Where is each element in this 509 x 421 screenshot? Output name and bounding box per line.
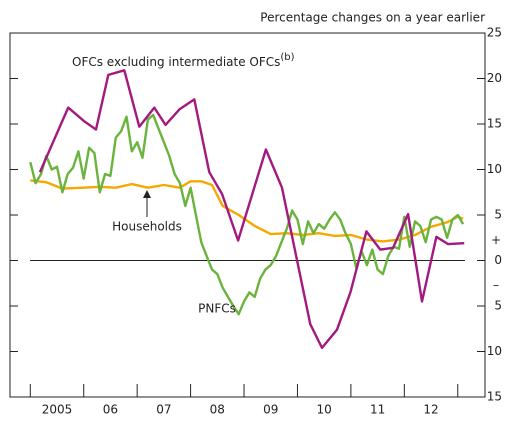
y-tick-label: 5 — [494, 208, 502, 222]
series-label: OFCs excluding intermediate OFCs(b) — [72, 52, 295, 69]
x-tick-label: 07 — [156, 403, 171, 417]
y-tick-label: 25 — [487, 26, 502, 40]
x-tick-label: 11 — [370, 403, 385, 417]
subtitle: Percentage changes on a year earlier — [260, 11, 485, 25]
y-tick-label: 5 — [494, 299, 502, 313]
y-tick-label: 15 — [487, 117, 502, 131]
series-line — [29, 113, 465, 316]
y-tick-label: 10 — [487, 344, 502, 358]
positive-sign: + — [491, 233, 501, 247]
x-tick-label: 12 — [423, 403, 438, 417]
x-tick-label: 06 — [103, 403, 118, 417]
negative-sign: – — [493, 278, 499, 292]
x-tick-label: 10 — [317, 403, 332, 417]
plot-frame — [9, 32, 486, 398]
series-label: PNFCs — [198, 302, 236, 316]
x-tick-label: 08 — [210, 403, 225, 417]
series-line — [38, 69, 465, 350]
series-label-text: OFCs excluding intermediate OFCs — [72, 55, 280, 69]
series-label-footnote: (b) — [280, 52, 294, 63]
y-tick-label: 15 — [487, 390, 502, 404]
y-tick-label: 0 — [494, 253, 502, 267]
y-tick-label: 20 — [487, 71, 502, 85]
y-tick-label: 10 — [487, 162, 502, 176]
annotation-arrowhead — [143, 190, 151, 198]
x-tick-label: 2005 — [42, 403, 73, 417]
series-label: Households — [112, 220, 182, 234]
x-tick-label: 09 — [263, 403, 278, 417]
